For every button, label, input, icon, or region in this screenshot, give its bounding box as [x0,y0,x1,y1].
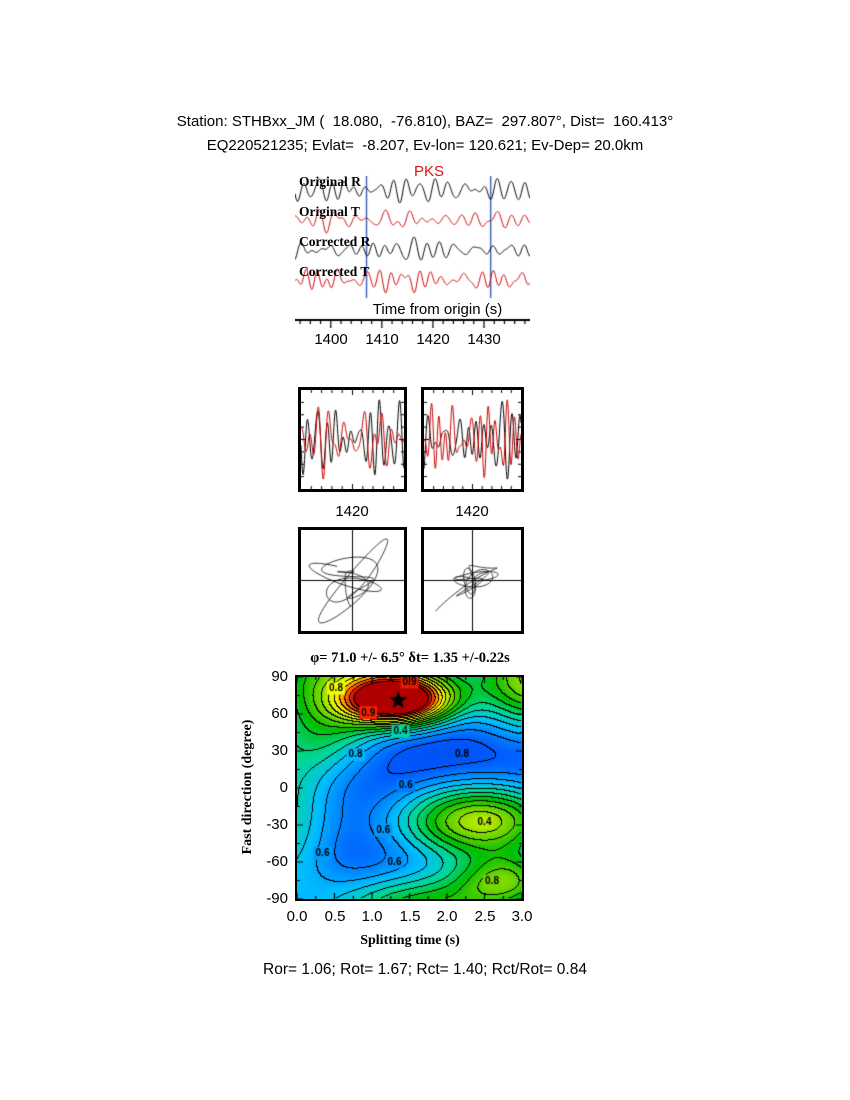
fast-direction-axis-label: Fast direction (degree) [240,719,255,855]
dt-tick-30: 3.0 [511,908,533,925]
splitting-map-canvas [297,677,522,899]
time-tick-1420: 1420 [416,331,450,348]
event-info-header: EQ220521235; Evlat= -8.207, Ev-lon= 120.… [206,137,644,154]
trace-label-corrected-t: Corrected T [299,264,370,279]
phi-tick-minus60: -60 [266,853,288,870]
window-zoom-canvas-corrected [424,390,521,489]
phi-tick-0: 0 [279,779,288,796]
dt-tick-10: 1.0 [361,908,383,925]
particle-motion-panel-corrected [421,527,524,634]
dt-tick-20: 2.0 [436,908,458,925]
dt-tick-15: 1.5 [399,908,421,925]
station-info-header: Station: STHBxx_JM ( 18.080, -76.810), B… [176,113,674,130]
splitting-result-title: φ= 71.0 +/- 6.5° δt= 1.35 +/-0.22s [310,650,510,666]
time-tick-1410: 1410 [365,331,399,348]
phi-tick-60: 60 [271,705,288,722]
particle-motion-canvas-original [301,530,404,631]
phi-tick-minus30: -30 [266,816,288,833]
waveform-traces-canvas [295,172,530,328]
time-tick-1400: 1400 [314,331,348,348]
trace-label-original-t: Original T [299,204,360,219]
phi-tick-90: 90 [271,668,288,685]
particle-motion-canvas-corrected [424,530,521,631]
dt-tick-05: 0.5 [324,908,346,925]
phi-tick-30: 30 [271,742,288,759]
splitting-map-frame [295,675,524,901]
window-zoom-panel-corrected [421,387,524,492]
trace-label-corrected-r: Corrected R [299,234,371,249]
particle-motion-panel-original [298,527,407,634]
time-axis-title: Time from origin (s) [372,301,503,318]
time-tick-1430: 1430 [467,331,501,348]
window-zoom-panel-original [298,387,407,492]
phi-tick-minus90: -90 [266,890,288,907]
dt-tick-25: 2.5 [474,908,496,925]
quality-metrics-footer: Ror= 1.06; Rot= 1.67; Rct= 1.40; Rct/Rot… [263,961,587,978]
splitting-time-axis-label: Splitting time (s) [360,933,460,948]
trace-label-original-r: Original R [299,174,361,189]
window-zoom-canvas-original [301,390,404,489]
dt-tick-0: 0.0 [286,908,308,925]
zoom-tick-original: 1420 [335,503,369,520]
zoom-tick-corrected: 1420 [455,503,489,520]
